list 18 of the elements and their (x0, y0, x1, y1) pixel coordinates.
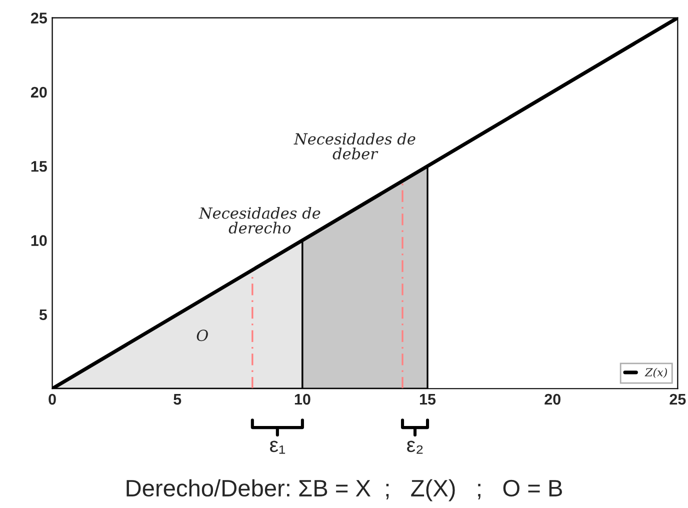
y-tick-label: 15 (31, 161, 48, 172)
y-tick-label: 25 (30, 12, 48, 24)
y-tick-label: 10 (31, 235, 47, 246)
annotation: Necesidades de deber (294, 132, 416, 160)
annotation: O (196, 330, 208, 342)
annotation: Necesidades de derecho (198, 207, 320, 234)
y-tick-label: 5 (39, 309, 47, 320)
text: Derecho/Deber: ΣB = X ; Z(X) ; O = B (126, 479, 562, 502)
x-tick-label: 0 (48, 394, 56, 405)
text: ε₁ (270, 440, 286, 454)
legend-label: Z(x) (644, 368, 667, 378)
x-tick-label: 5 (174, 394, 182, 405)
x-tick-label: 15 (420, 394, 436, 405)
y-tick-label: 20 (30, 86, 47, 98)
x-tick-label: 10 (294, 394, 310, 405)
x-tick-label: 25 (670, 394, 686, 405)
x-tick-label: 20 (544, 394, 560, 405)
text: ε₂ (407, 440, 423, 454)
